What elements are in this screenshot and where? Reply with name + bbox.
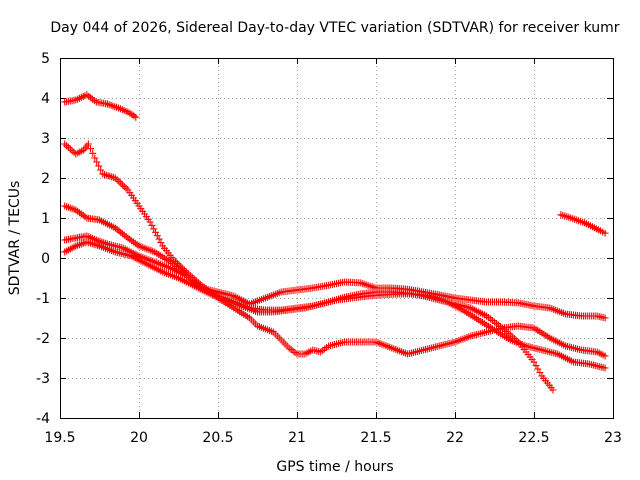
x-tick-label: 21 bbox=[288, 430, 306, 446]
y-tick-label: -3 bbox=[36, 371, 50, 387]
y-axis-label: SDTVAR / TECUs bbox=[7, 181, 23, 296]
x-tick-label: 19.5 bbox=[44, 430, 75, 446]
y-tick-label: -2 bbox=[36, 331, 50, 347]
series-track-e bbox=[61, 238, 609, 372]
chart-title: Day 044 of 2026, Sidereal Day-to-day VTE… bbox=[50, 20, 619, 36]
y-tick-label: 1 bbox=[41, 211, 50, 227]
x-tick-label: 20.5 bbox=[202, 430, 233, 446]
y-tick-label: 3 bbox=[41, 131, 50, 147]
data-markers bbox=[61, 238, 609, 372]
x-tick-label: 22.5 bbox=[518, 430, 549, 446]
series-track-f bbox=[557, 211, 609, 237]
axis-ticks bbox=[60, 58, 614, 419]
x-axis-label: GPS time / hours bbox=[276, 459, 393, 475]
x-tick-label: 23 bbox=[604, 430, 622, 446]
y-tick-labels: -4 -3 -2 -1 0 1 2 3 4 5 bbox=[36, 51, 50, 427]
data-series bbox=[61, 91, 609, 394]
plot-frame bbox=[60, 58, 614, 419]
x-tick-label: 21.5 bbox=[360, 430, 391, 446]
y-tick-label: -1 bbox=[36, 291, 50, 307]
y-tick-label: 4 bbox=[41, 91, 50, 107]
series-track-a bbox=[61, 91, 140, 121]
data-markers bbox=[557, 211, 609, 237]
y-tick-label: 0 bbox=[41, 251, 50, 267]
x-tick-label: 22 bbox=[446, 430, 464, 446]
y-tick-label: -4 bbox=[36, 411, 50, 427]
x-tick-labels: 19.5 20 20.5 21 21.5 22 22.5 23 bbox=[44, 430, 622, 446]
x-tick-label: 20 bbox=[130, 430, 148, 446]
y-tick-label: 2 bbox=[41, 171, 50, 187]
y-tick-label: 5 bbox=[41, 51, 50, 67]
grid-lines bbox=[60, 58, 613, 418]
data-markers bbox=[61, 91, 140, 121]
